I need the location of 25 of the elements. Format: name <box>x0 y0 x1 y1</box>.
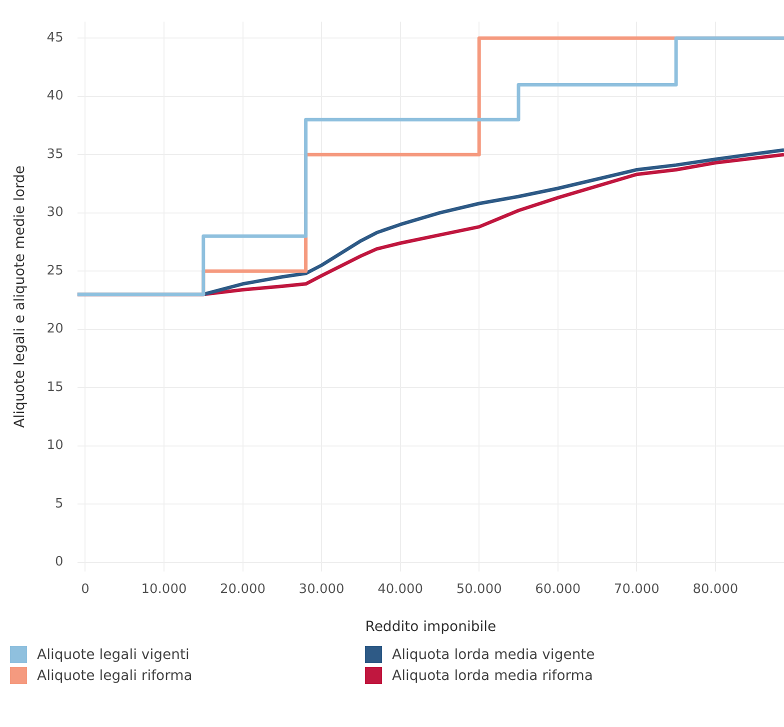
x-tick-label: 0 <box>81 582 90 597</box>
x-tick-label: 50.000 <box>456 582 502 597</box>
x-tick-label: 40.000 <box>378 582 424 597</box>
x-tick-label: 30.000 <box>298 582 344 597</box>
y-tick-label: 15 <box>46 380 64 395</box>
y-axis-title: Aliquote legali e aliquote medie lorde <box>12 166 28 428</box>
y-tick-label: 5 <box>55 496 64 512</box>
legend-label: Aliquote legali vigenti <box>37 646 190 662</box>
y-tick-label: 10 <box>46 438 64 454</box>
y-tick-label: 35 <box>46 146 64 162</box>
legend-label: Aliquote legali riforma <box>37 668 192 684</box>
x-tick-label: 20.000 <box>220 582 266 597</box>
x-tick-label: 80.000 <box>692 582 738 597</box>
legend-label: Aliquota lorda media riforma <box>392 668 594 684</box>
legend-label: Aliquota lorda media vigente <box>392 646 595 662</box>
x-axis-title: Reddito imponibile <box>365 619 496 636</box>
y-tick-label: 40 <box>46 88 64 104</box>
x-tick-label: 10.000 <box>141 582 187 597</box>
y-tick-label: 20 <box>46 322 64 337</box>
y-tick-label: 30 <box>46 205 64 220</box>
x-tick-label: 60.000 <box>535 582 581 597</box>
y-tick-label: 25 <box>46 263 64 278</box>
x-tick-label: 70.000 <box>614 582 660 597</box>
y-tick-label: 0 <box>55 554 64 570</box>
y-tick-label: 45 <box>46 30 64 46</box>
